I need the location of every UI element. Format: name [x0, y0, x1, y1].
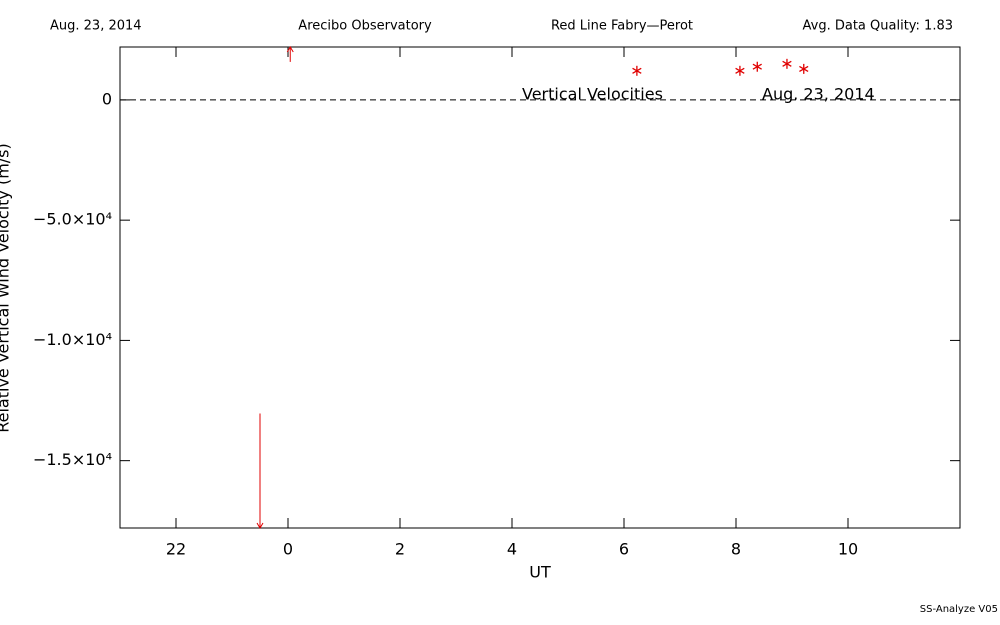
- plot-frame: [119, 46, 961, 529]
- footer: SS-Analyze V05: [920, 604, 998, 615]
- arrow-head: [256, 522, 264, 529]
- y-tick-label: 0: [102, 89, 112, 108]
- star-stroke: [782, 60, 792, 67]
- star-stroke: [799, 65, 809, 72]
- point: [799, 63, 809, 74]
- x-tick-label: 8: [731, 540, 741, 559]
- header-site: Arecibo Observatory: [298, 19, 432, 34]
- annotation: Vertical Velocities: [522, 85, 663, 104]
- x-tick-label: 6: [619, 540, 629, 559]
- point: [735, 65, 745, 76]
- x-tick-label: 4: [507, 540, 517, 559]
- header-instrument: Red Line Fabry—Perot: [551, 19, 693, 34]
- x-tick-label: 22: [166, 540, 186, 559]
- y-tick-label: −1.5×10⁴: [33, 450, 112, 469]
- x-tick-label: 2: [395, 540, 405, 559]
- point: [632, 65, 642, 76]
- point: [782, 58, 792, 69]
- x-axis-label: UT: [529, 563, 551, 582]
- point: [752, 61, 762, 72]
- y-axis-label: Relative Vertical Wind Velocity (m/s): [0, 143, 13, 433]
- off-scale-arrow: [256, 413, 264, 529]
- star-stroke: [752, 63, 762, 70]
- header-quality: Avg. Data Quality: 1.83: [803, 19, 953, 34]
- y-tick-label: −1.0×10⁴: [33, 330, 112, 349]
- header-date: Aug. 23, 2014: [50, 19, 142, 34]
- x-tick-label: 10: [838, 540, 858, 559]
- off-scale-arrow: [286, 46, 294, 62]
- arrow-head: [286, 46, 294, 53]
- y-tick-label: −5.0×10⁴: [33, 210, 112, 229]
- x-tick-label: 0: [283, 540, 293, 559]
- star-stroke: [632, 67, 642, 74]
- annotation: Aug. 23, 2014: [762, 85, 875, 104]
- star-stroke: [735, 67, 745, 74]
